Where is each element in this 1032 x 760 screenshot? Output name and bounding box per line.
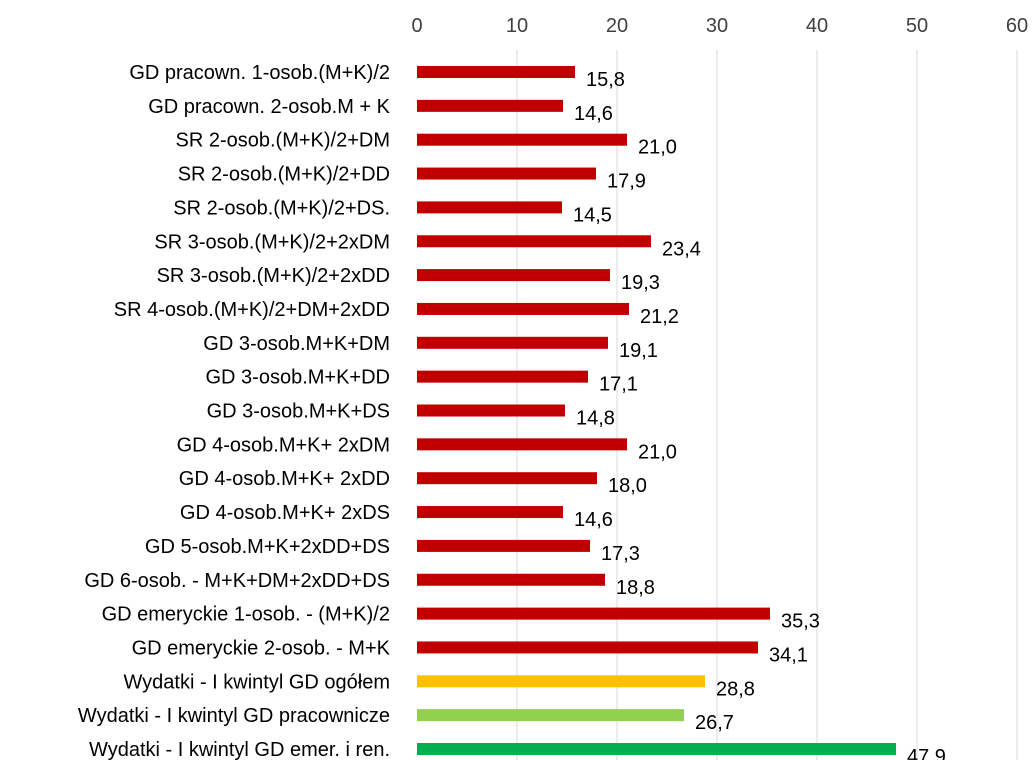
bar xyxy=(417,438,627,451)
category-label: Wydatki - I kwintyl GD pracownicze xyxy=(78,705,390,727)
bar xyxy=(417,370,588,383)
category-label: GD 3-osob.M+K+DM xyxy=(203,333,390,355)
data-label: 28,8 xyxy=(716,678,755,700)
bars xyxy=(417,66,896,755)
category-label: SR 2-osob.(M+K)/2+DS. xyxy=(173,197,390,219)
data-label: 14,5 xyxy=(573,204,612,226)
x-tick-label: 40 xyxy=(806,15,828,37)
category-label: GD 6-osob. - M+K+DM+2xDD+DS xyxy=(84,570,390,592)
bar xyxy=(417,539,590,552)
category-label: GD 4-osob.M+K+ 2xDS xyxy=(180,502,390,524)
bar xyxy=(417,607,770,620)
category-label: GD 4-osob.M+K+ 2xDM xyxy=(177,434,390,456)
bar xyxy=(417,133,627,146)
category-label: GD 3-osob.M+K+DD xyxy=(205,367,390,389)
bar xyxy=(417,743,896,755)
bar xyxy=(417,573,605,586)
bar xyxy=(417,709,684,722)
category-label: GD emeryckie 2-osob. - M+K xyxy=(132,637,391,659)
x-tick-label: 30 xyxy=(706,15,728,37)
data-labels: 15,8 14,6 21,0 17,9 14,5 23,419,3 21,2 19,1 17,1… xyxy=(573,69,946,760)
bar xyxy=(417,167,596,180)
category-label: GD 5-osob.M+K+2xDD+DS xyxy=(145,536,390,558)
data-label: 14,6 xyxy=(574,509,613,531)
data-label: 34,1 xyxy=(769,644,808,666)
category-label: SR 2-osob.(M+K)/2+DM xyxy=(175,130,390,152)
gridlines xyxy=(516,50,1018,760)
data-label: 47,9 xyxy=(907,746,946,760)
category-labels: GD pracown. 1-osob.(M+K)/2 GD pracown. 2-… xyxy=(78,62,391,760)
category-label: Wydatki - I kwintyl GD emer. i ren. xyxy=(89,739,390,760)
category-label: GD pracown. 2-osob.M + K xyxy=(148,96,390,118)
bar xyxy=(417,201,562,214)
bar xyxy=(417,506,563,519)
bar xyxy=(417,641,758,654)
bar xyxy=(417,66,575,78)
data-label: 18,0 xyxy=(608,475,647,497)
bar xyxy=(417,404,565,417)
data-label: 23,4 xyxy=(662,238,701,260)
category-label: SR 2-osob.(M+K)/2+DD xyxy=(178,164,390,186)
data-label: 19,1 xyxy=(619,340,658,362)
category-label: SR 3-osob.(M+K)/2+2xDD xyxy=(157,265,390,287)
data-label: 14,8 xyxy=(576,408,615,430)
data-label: 17,3 xyxy=(601,543,640,565)
x-tick-label: 60 xyxy=(1006,15,1028,37)
data-label: 19,3 xyxy=(621,272,660,294)
data-label: 21,2 xyxy=(640,306,679,328)
category-label: SR 4-osob.(M+K)/2+DM+2xDD xyxy=(114,299,390,321)
x-tick-label: 50 xyxy=(906,15,928,37)
category-label: SR 3-osob.(M+K)/2+2xDM xyxy=(154,231,390,253)
data-label: 26,7 xyxy=(695,712,734,734)
category-label: Wydatki - I kwintyl GD ogółem xyxy=(123,671,390,693)
x-tick-label: 10 xyxy=(506,15,528,37)
category-label: GD pracown. 1-osob.(M+K)/2 xyxy=(129,62,390,84)
data-label: 14,6 xyxy=(574,103,613,125)
bar xyxy=(417,269,610,282)
data-label: 18,8 xyxy=(616,577,655,599)
bar xyxy=(417,336,608,349)
x-axis-ticks: 0 10 20 30 40 50 60 xyxy=(411,15,1028,37)
data-label: 21,0 xyxy=(638,137,677,159)
bar xyxy=(417,302,629,315)
data-label: 15,8 xyxy=(586,69,625,91)
data-label: 17,1 xyxy=(599,374,638,396)
bar xyxy=(417,99,563,112)
bar xyxy=(417,472,597,485)
data-label: 17,9 xyxy=(607,171,646,193)
x-tick-label: 0 xyxy=(411,15,422,37)
category-label: GD emeryckie 1-osob. - (M+K)/2 xyxy=(102,604,390,626)
category-label: GD 3-osob.M+K+DS xyxy=(207,401,390,423)
bar xyxy=(417,235,651,248)
category-label: GD 4-osob.M+K+ 2xDD xyxy=(179,468,390,490)
bar xyxy=(417,675,705,688)
x-tick-label: 20 xyxy=(606,15,628,37)
data-label: 35,3 xyxy=(781,611,820,633)
data-label: 21,0 xyxy=(638,441,677,463)
